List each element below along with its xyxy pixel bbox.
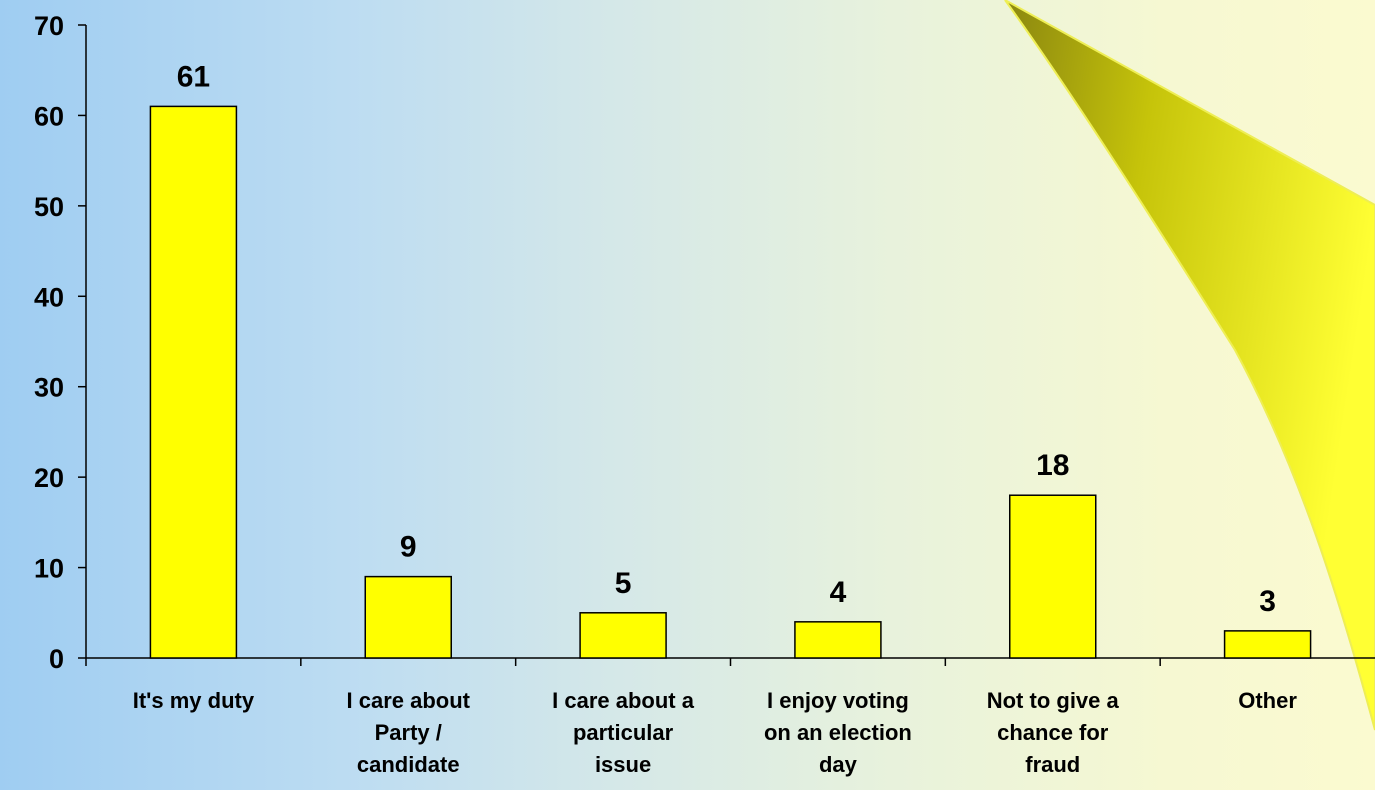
x-tick-label: day xyxy=(819,752,858,777)
x-tick-label: Party / xyxy=(375,720,442,745)
data-label: 5 xyxy=(615,567,632,600)
y-tick-label: 30 xyxy=(34,373,64,403)
bar-chart: 0 10 20 30 40 50 60 70 61 It's my duty 9 I care abo… xyxy=(34,11,1375,777)
x-tick-label: particular xyxy=(573,720,674,745)
x-tick-label: on an election xyxy=(764,720,912,745)
data-label: 61 xyxy=(177,60,210,93)
x-tick-label: candidate xyxy=(357,752,460,777)
y-tick-label: 10 xyxy=(34,554,64,584)
x-tick-label: It's my duty xyxy=(133,688,255,713)
y-tick-label: 0 xyxy=(49,644,64,674)
bar xyxy=(149,105,238,659)
y-tick-label: 40 xyxy=(34,282,64,312)
bar xyxy=(794,621,882,659)
bar xyxy=(1223,630,1312,659)
y-tick-label: 20 xyxy=(34,463,64,493)
y-tick-label: 60 xyxy=(34,101,64,131)
y-tick-label: 50 xyxy=(34,192,64,222)
x-tick-label: I enjoy voting xyxy=(767,688,909,713)
data-label: 9 xyxy=(400,531,417,564)
bar xyxy=(1009,494,1097,659)
data-label: 4 xyxy=(830,576,847,609)
decorative-page-curl xyxy=(1004,0,1375,731)
x-tick-label: I care about xyxy=(347,688,471,713)
bar xyxy=(579,612,667,659)
x-tick-label: Not to give a xyxy=(987,688,1120,713)
y-tick-label: 70 xyxy=(34,11,64,41)
x-tick-label: issue xyxy=(595,752,651,777)
bar xyxy=(364,575,452,659)
x-tick-label: I care about a xyxy=(552,688,695,713)
data-label: 3 xyxy=(1259,585,1276,618)
x-tick-label: fraud xyxy=(1025,752,1080,777)
data-label: 18 xyxy=(1036,449,1069,482)
x-tick-label: chance for xyxy=(997,720,1109,745)
x-tick-label: Other xyxy=(1238,688,1297,713)
